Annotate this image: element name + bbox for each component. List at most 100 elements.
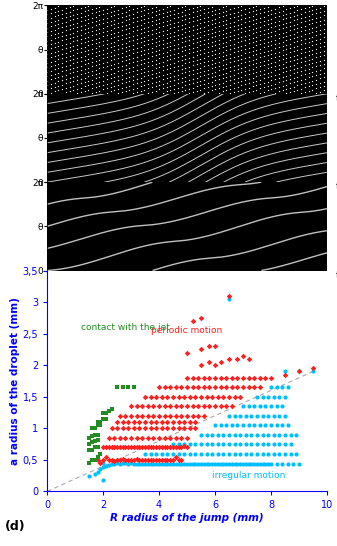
Point (127, 59, 132, 68)
Point (183, 46, 188, 55)
Point (164, 3, 170, 12)
Point (295, 55, 300, 63)
Point (89, 84, 95, 93)
Point (59, 85, 65, 93)
Point (48, 22, 54, 31)
Point (212, 459, 218, 468)
Point (59, 76, 65, 85)
Point (176, 449, 181, 458)
Point (280, 41, 285, 50)
Point (280, 46, 285, 55)
Point (162, 402, 167, 411)
Point (59, 80, 65, 89)
Point (97, 11, 102, 20)
Point (123, 25, 128, 34)
Point (109, 424, 114, 432)
Point (243, 45, 248, 54)
Point (179, 434, 184, 442)
Point (123, 434, 128, 442)
Point (164, 8, 170, 16)
Point (198, 430, 204, 439)
Point (213, 41, 218, 50)
Point (263, 402, 268, 411)
Point (310, 23, 315, 32)
Point (179, 74, 184, 82)
Point (92, 437, 97, 446)
Point (276, 56, 281, 65)
Point (182, 440, 187, 448)
Point (93, 70, 98, 79)
Point (78, 61, 84, 70)
Point (108, 38, 113, 47)
Point (197, 63, 203, 72)
Point (160, 26, 166, 35)
Point (179, 411, 184, 420)
Point (149, 56, 154, 65)
Point (130, 62, 136, 71)
Point (59, 5, 65, 14)
Point (130, 22, 136, 31)
Point (190, 57, 195, 66)
Point (157, 81, 162, 90)
Point (302, 21, 308, 30)
Point (123, 56, 128, 64)
Point (175, 52, 181, 61)
Point (116, 19, 121, 27)
Point (204, 393, 209, 401)
Point (48, 17, 54, 26)
Point (148, 443, 153, 452)
Point (168, 20, 173, 28)
Point (306, 29, 311, 38)
Point (138, 82, 143, 91)
Point (48, 26, 54, 35)
Point (271, 411, 276, 420)
Point (210, 459, 215, 468)
Point (235, 78, 240, 87)
Point (321, 28, 326, 37)
Point (52, 78, 57, 87)
Point (209, 55, 214, 64)
Point (197, 41, 203, 50)
Point (283, 23, 289, 32)
Point (227, 89, 233, 98)
Point (123, 455, 128, 464)
Point (313, 53, 319, 62)
Point (86, 68, 91, 76)
Point (186, 80, 192, 88)
Point (276, 87, 281, 96)
Point (48, 57, 54, 66)
Point (63, 75, 68, 84)
Point (243, 35, 248, 44)
Point (168, 81, 173, 90)
Point (71, 73, 76, 81)
Point (224, 11, 229, 20)
Point (108, 87, 113, 96)
Point (52, 16, 57, 25)
Point (227, 54, 233, 62)
Point (213, 85, 218, 94)
Point (317, 12, 323, 21)
Point (134, 4, 140, 13)
Point (227, 19, 233, 27)
Point (115, 443, 120, 452)
Point (202, 9, 207, 17)
Point (157, 45, 162, 54)
Point (138, 3, 143, 11)
Point (209, 73, 214, 81)
Point (186, 45, 192, 54)
Point (160, 62, 166, 70)
Point (137, 424, 142, 432)
Point (204, 430, 209, 439)
Point (149, 65, 154, 74)
Point (44, 14, 50, 23)
Point (82, 73, 87, 82)
Point (190, 79, 195, 87)
Point (182, 459, 187, 468)
Point (59, 23, 65, 32)
Point (82, 16, 87, 25)
Point (127, 15, 132, 23)
Point (164, 34, 170, 43)
Point (48, 31, 54, 39)
Point (116, 54, 121, 62)
Point (291, 60, 297, 69)
